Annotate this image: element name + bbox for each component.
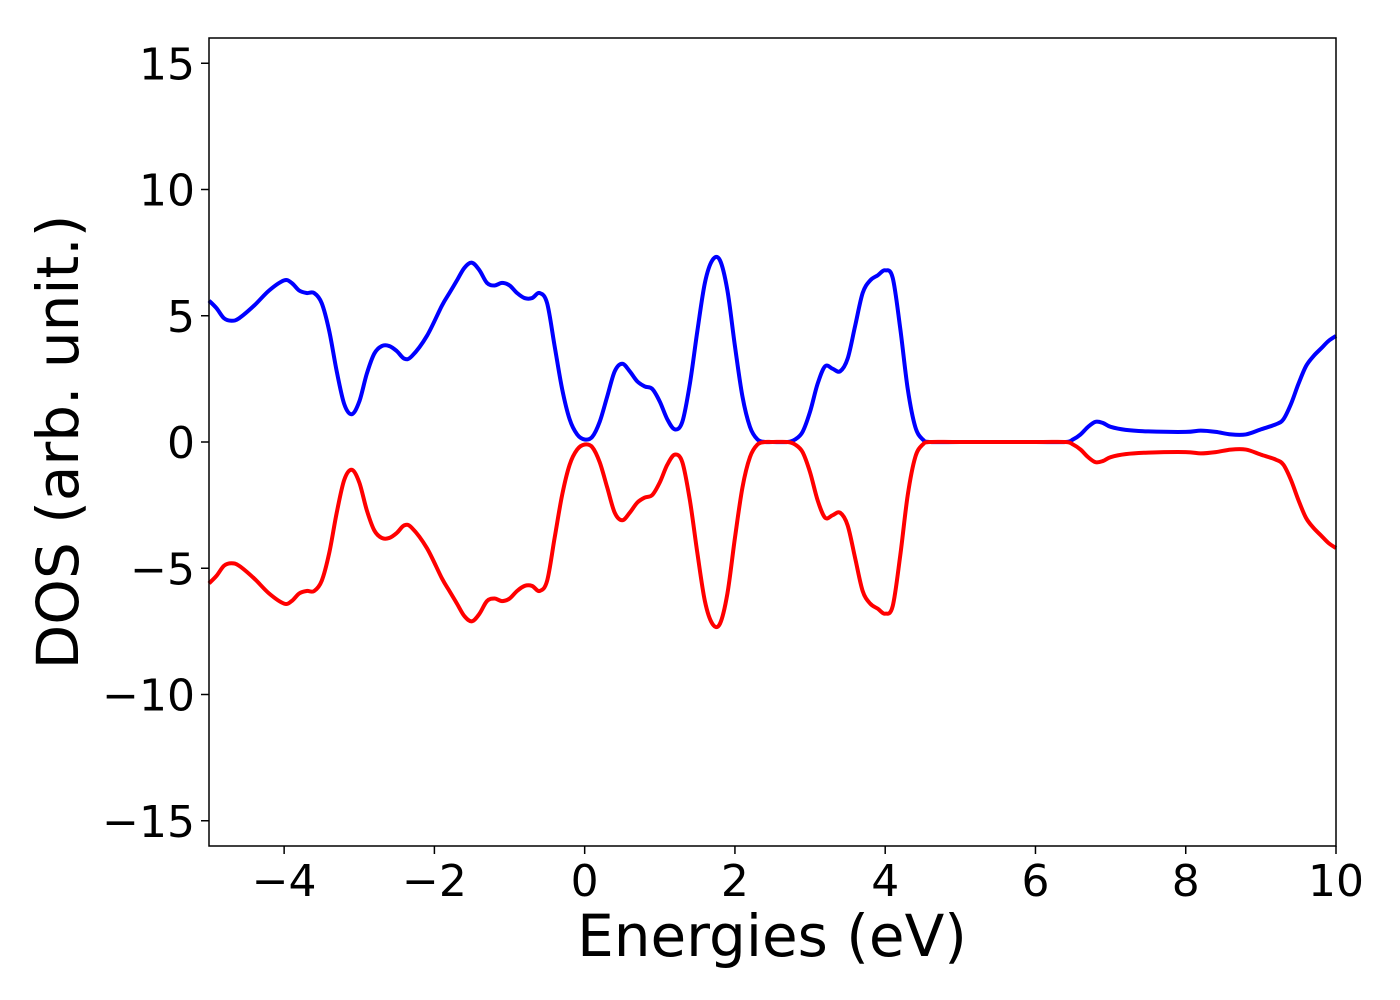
- y-axis-ticks: 15 10 5 0 −5 −10 −15: [102, 39, 209, 848]
- y-tick-label: −10: [102, 671, 195, 722]
- x-axis-ticks: −4 −2 0 2 4 6 8 10: [252, 846, 1364, 907]
- x-axis-label: Energies (eV): [577, 902, 967, 970]
- x-tick-label: 0: [571, 856, 599, 907]
- y-tick-label: 10: [139, 166, 195, 217]
- x-tick-label: 4: [871, 856, 899, 907]
- series-line-red: [207, 439, 1338, 630]
- series-layer: [207, 254, 1338, 630]
- x-tick-label: −4: [252, 856, 317, 907]
- series-line-blue: [207, 254, 1338, 445]
- y-tick-label: 5: [167, 292, 195, 343]
- y-tick-label: 0: [167, 418, 195, 469]
- y-tick-label: −5: [130, 544, 195, 595]
- y-tick-label: −15: [102, 797, 195, 848]
- y-tick-label: 15: [139, 39, 195, 90]
- y-axis-label: DOS (arb. unit.): [24, 215, 92, 670]
- x-tick-label: 2: [721, 856, 749, 907]
- x-tick-label: 6: [1021, 856, 1049, 907]
- x-tick-label: 8: [1172, 856, 1200, 907]
- x-tick-label: 10: [1308, 856, 1364, 907]
- x-tick-label: −2: [402, 856, 467, 907]
